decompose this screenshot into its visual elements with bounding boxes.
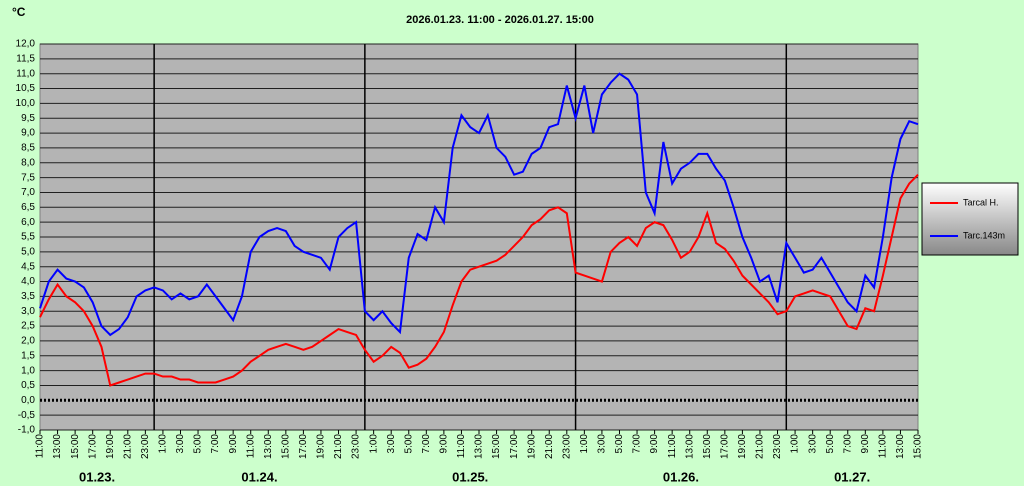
y-tick-label: 2,0 bbox=[21, 336, 35, 347]
x-tick-label: 19:00 bbox=[105, 434, 116, 459]
x-tick-label: 21:00 bbox=[755, 434, 766, 459]
x-tick-label: 23:00 bbox=[351, 434, 362, 459]
x-tick-label: 5:00 bbox=[614, 434, 625, 454]
x-tick-label: 9:00 bbox=[649, 434, 660, 454]
x-tick-label: 17:00 bbox=[298, 434, 309, 459]
y-tick-label: 11,5 bbox=[16, 53, 35, 64]
y-tick-label: 6,5 bbox=[21, 202, 35, 213]
y-tick-label: -0,5 bbox=[18, 410, 36, 421]
x-tick-label: 15:00 bbox=[70, 434, 81, 459]
y-tick-label: 9,0 bbox=[21, 128, 35, 139]
x-tick-label: 13:00 bbox=[895, 434, 906, 459]
x-tick-label: 1:00 bbox=[790, 434, 801, 454]
x-tick-label: 17:00 bbox=[719, 434, 730, 459]
x-tick-label: 15:00 bbox=[913, 434, 924, 459]
x-tick-label: 5:00 bbox=[403, 434, 414, 454]
y-tick-label: 10,0 bbox=[16, 98, 36, 109]
x-tick-label: 7:00 bbox=[632, 434, 643, 454]
y-tick-label: 8,5 bbox=[21, 143, 35, 154]
x-tick-label: 19:00 bbox=[316, 434, 327, 459]
x-tick-label: 17:00 bbox=[509, 434, 520, 459]
legend-label: Tarc.143m bbox=[963, 230, 1005, 240]
x-tick-label: 11:00 bbox=[667, 434, 678, 459]
x-tick-label: 11:00 bbox=[878, 434, 889, 459]
day-label: 01.26. bbox=[663, 469, 699, 484]
x-tick-label: 11:00 bbox=[35, 434, 46, 459]
x-tick-label: 17:00 bbox=[87, 434, 98, 459]
x-tick-label: 9:00 bbox=[439, 434, 450, 454]
x-tick-label: 1:00 bbox=[579, 434, 590, 454]
x-tick-label: 23:00 bbox=[772, 434, 783, 459]
x-tick-label: 7:00 bbox=[421, 434, 432, 454]
x-tick-label: 3:00 bbox=[386, 434, 397, 454]
x-tick-label: 5:00 bbox=[825, 434, 836, 454]
y-tick-label: 5,5 bbox=[21, 232, 35, 243]
series-line bbox=[39, 173, 919, 387]
y-tick-label: 10,5 bbox=[16, 83, 36, 94]
x-tick-label: 3:00 bbox=[175, 434, 186, 454]
y-tick-label: 7,5 bbox=[21, 172, 35, 183]
day-label: 01.27. bbox=[834, 469, 870, 484]
x-tick-label: 11:00 bbox=[245, 434, 256, 459]
x-tick-label: 7:00 bbox=[210, 434, 221, 454]
y-tick-label: 4,0 bbox=[21, 276, 35, 287]
y-tick-label: 3,0 bbox=[21, 306, 35, 317]
x-tick-label: 21:00 bbox=[122, 434, 133, 459]
y-tick-label: 7,0 bbox=[21, 187, 35, 198]
series-line bbox=[39, 72, 919, 337]
y-tick-label: 4,5 bbox=[21, 261, 35, 272]
y-tick-label: 1,5 bbox=[21, 350, 35, 361]
x-tick-label: 7:00 bbox=[842, 434, 853, 454]
x-tick-label: 11:00 bbox=[456, 434, 467, 459]
day-label: 01.23. bbox=[79, 469, 115, 484]
x-tick-label: 23:00 bbox=[140, 434, 151, 459]
y-tick-label: 0,5 bbox=[21, 380, 35, 391]
x-tick-label: 9:00 bbox=[228, 434, 239, 454]
y-tick-label: 12,0 bbox=[16, 39, 36, 50]
y-tick-label: 9,5 bbox=[21, 113, 35, 124]
y-tick-label: -1,0 bbox=[18, 425, 36, 436]
x-tick-label: 21:00 bbox=[333, 434, 344, 459]
x-tick-label: 13:00 bbox=[52, 434, 63, 459]
y-tick-label: 2,5 bbox=[21, 321, 35, 332]
x-tick-label: 15:00 bbox=[702, 434, 713, 459]
x-tick-label: 23:00 bbox=[561, 434, 572, 459]
x-tick-label: 3:00 bbox=[807, 434, 818, 454]
x-tick-label: 5:00 bbox=[193, 434, 204, 454]
x-tick-label: 3:00 bbox=[597, 434, 608, 454]
y-tick-label: 0,0 bbox=[21, 395, 35, 406]
y-tick-label: 6,0 bbox=[21, 217, 35, 228]
x-tick-label: 1:00 bbox=[368, 434, 379, 454]
day-label: 01.24. bbox=[241, 469, 277, 484]
x-tick-label: 13:00 bbox=[684, 434, 695, 459]
x-tick-label: 21:00 bbox=[544, 434, 555, 459]
y-tick-label: 8,0 bbox=[21, 157, 35, 168]
y-tick-label: 3,5 bbox=[21, 291, 35, 302]
x-tick-label: 19:00 bbox=[737, 434, 748, 459]
unit-label: °C bbox=[12, 5, 26, 19]
x-tick-label: 15:00 bbox=[280, 434, 291, 459]
chart-title: 2026.01.23. 11:00 - 2026.01.27. 15:00 bbox=[406, 14, 594, 26]
x-tick-label: 1:00 bbox=[158, 434, 169, 454]
x-tick-label: 15:00 bbox=[491, 434, 502, 459]
y-tick-label: 11,0 bbox=[16, 68, 35, 79]
legend-box bbox=[921, 182, 1019, 256]
y-tick-label: 1,0 bbox=[21, 365, 35, 376]
x-tick-label: 19:00 bbox=[526, 434, 537, 459]
legend-label: Tarcal H. bbox=[963, 197, 999, 207]
day-label: 01.25. bbox=[452, 469, 488, 484]
x-tick-label: 9:00 bbox=[860, 434, 871, 454]
x-tick-label: 13:00 bbox=[263, 434, 274, 459]
x-tick-label: 13:00 bbox=[474, 434, 485, 459]
y-tick-label: 5,0 bbox=[21, 246, 35, 257]
